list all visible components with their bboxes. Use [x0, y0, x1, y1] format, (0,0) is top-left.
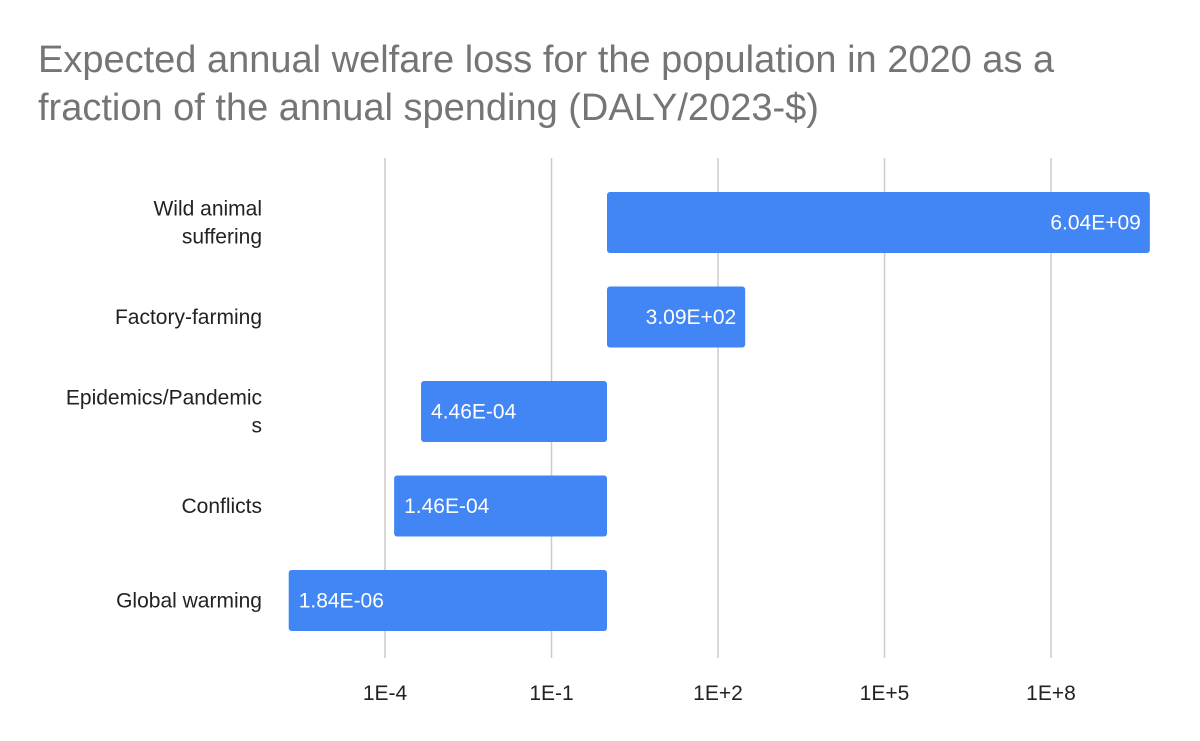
x-tick-label: 1E-1: [529, 682, 573, 705]
x-tick-label: 1E+2: [693, 682, 743, 705]
data-label: 3.09E+02: [646, 306, 737, 329]
x-axis-tick-labels: 1E-4 1E-1 1E+2 1E+5 1E+8: [363, 682, 1076, 705]
data-label: 4.46E-04: [431, 401, 517, 424]
bar: [607, 192, 1150, 253]
bar: [607, 286, 746, 348]
bar: [288, 570, 607, 631]
x-tick-label: 1E-4: [363, 682, 408, 705]
x-tick-label: 1E+5: [860, 682, 910, 705]
bar: [421, 381, 607, 442]
category-label: Wild animal: [153, 198, 262, 221]
category-label: s: [252, 415, 263, 438]
data-label: 1.84E-06: [299, 590, 384, 613]
category-label: suffering: [182, 226, 262, 249]
bar: [394, 475, 607, 537]
chart-title: Expected annual welfare loss for the pop…: [38, 39, 1055, 129]
bars: 6.04E+09 3.09E+02 4.46E-04 1.46E-04 1.84E-06: [288, 192, 1150, 631]
category-label: Conflicts: [181, 495, 262, 518]
category-labels: Wild animal suffering Factory-farming Epide…: [66, 198, 262, 613]
data-label: 6.04E+09: [1050, 212, 1141, 235]
data-label: 1.46E-04: [404, 495, 490, 518]
category-label: Factory-farming: [115, 306, 262, 329]
x-tick-label: 1E+8: [1026, 682, 1076, 705]
category-label: Epidemics/Pandemic: [66, 387, 262, 410]
category-label: Global warming: [116, 590, 262, 613]
